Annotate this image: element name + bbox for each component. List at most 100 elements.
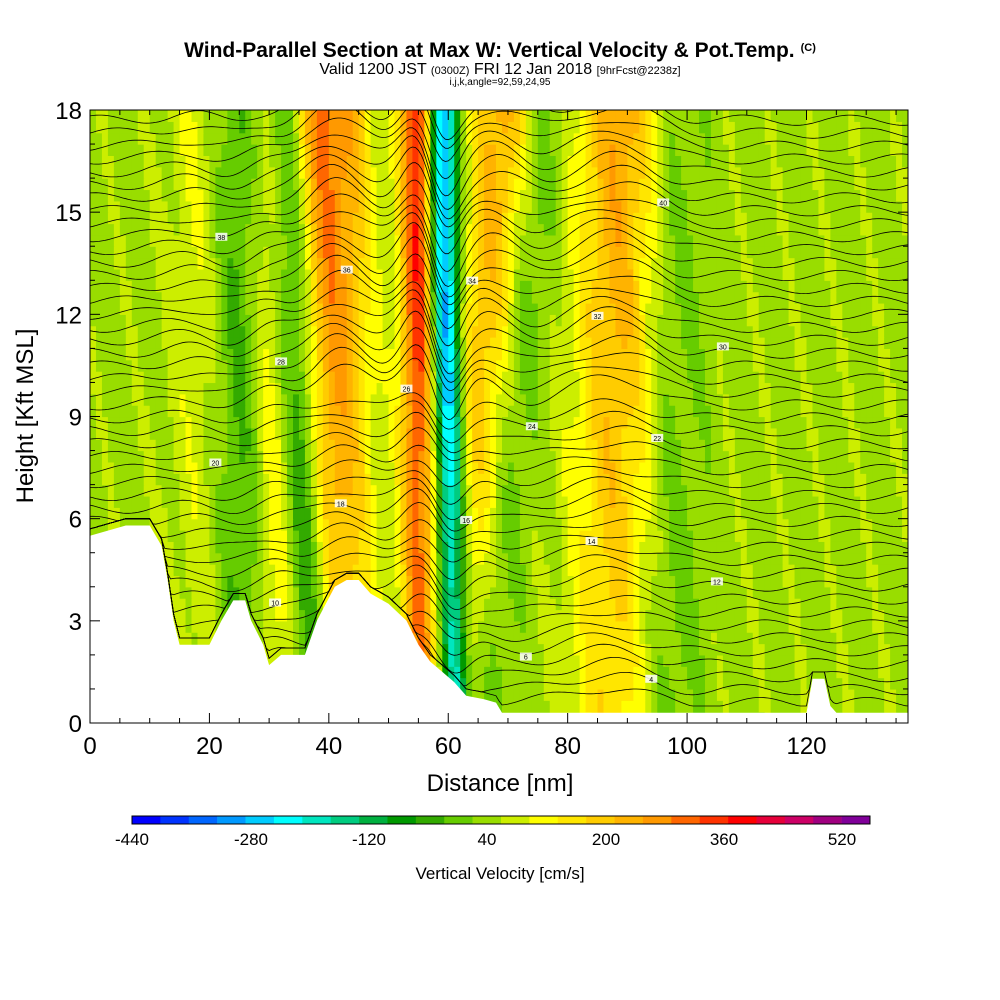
velocity-cell bbox=[842, 530, 849, 542]
velocity-cell bbox=[878, 473, 885, 486]
velocity-cell bbox=[125, 337, 133, 349]
velocity-cell bbox=[424, 586, 431, 599]
velocity-cell bbox=[334, 484, 342, 497]
velocity-cell bbox=[764, 564, 772, 577]
velocity-cell bbox=[304, 564, 312, 577]
velocity-cell bbox=[501, 427, 509, 440]
velocity-cell bbox=[412, 632, 419, 645]
velocity-cell bbox=[370, 564, 378, 577]
velocity-cell bbox=[382, 541, 390, 554]
velocity-cell bbox=[442, 620, 449, 633]
velocity-cell bbox=[663, 598, 670, 611]
velocity-cell bbox=[597, 325, 605, 338]
velocity-cell bbox=[269, 427, 276, 440]
velocity-cell bbox=[376, 439, 384, 452]
velocity-cell bbox=[149, 302, 157, 315]
velocity-cell bbox=[251, 530, 258, 542]
velocity-cell bbox=[484, 654, 491, 667]
velocity-cell bbox=[221, 439, 228, 452]
velocity-cell bbox=[496, 416, 503, 429]
velocity-cell bbox=[633, 450, 640, 463]
velocity-cell bbox=[812, 552, 820, 565]
velocity-cell bbox=[627, 325, 634, 338]
velocity-cell bbox=[328, 495, 336, 508]
velocity-cell bbox=[173, 348, 181, 361]
velocity-cell bbox=[418, 461, 425, 474]
velocity-cell bbox=[639, 518, 646, 531]
velocity-cell bbox=[394, 393, 402, 406]
velocity-cell bbox=[752, 530, 760, 542]
velocity-cell bbox=[197, 473, 205, 486]
velocity-cell bbox=[496, 461, 503, 474]
velocity-cell bbox=[472, 530, 479, 542]
velocity-cell bbox=[890, 518, 897, 531]
velocity-cell bbox=[902, 461, 908, 474]
velocity-cell bbox=[227, 314, 234, 327]
velocity-cell bbox=[549, 609, 557, 622]
velocity-cell bbox=[394, 507, 402, 520]
velocity-cell bbox=[645, 314, 652, 327]
velocity-cell bbox=[346, 325, 354, 338]
velocity-cell bbox=[340, 325, 348, 338]
velocity-cell bbox=[866, 382, 873, 395]
velocity-cell bbox=[573, 325, 581, 338]
velocity-cell bbox=[722, 325, 730, 338]
velocity-cell bbox=[878, 461, 885, 474]
velocity-cell bbox=[334, 575, 342, 588]
velocity-cell bbox=[394, 416, 402, 429]
velocity-cell bbox=[167, 314, 175, 327]
velocity-cell bbox=[710, 484, 718, 497]
velocity-cell bbox=[567, 359, 575, 372]
velocity-cell bbox=[728, 371, 736, 384]
velocity-cell bbox=[376, 416, 384, 429]
velocity-cell bbox=[454, 359, 461, 372]
velocity-cell bbox=[316, 416, 324, 429]
velocity-cell bbox=[281, 439, 288, 452]
velocity-cell bbox=[328, 541, 336, 554]
velocity-cell bbox=[681, 348, 688, 361]
velocity-cell bbox=[490, 439, 497, 452]
velocity-cell bbox=[567, 620, 575, 633]
velocity-cell bbox=[185, 518, 193, 531]
velocity-cell bbox=[107, 302, 115, 315]
velocity-cell bbox=[310, 473, 318, 486]
velocity-cell bbox=[137, 518, 145, 531]
velocity-cell bbox=[902, 371, 908, 384]
velocity-cell bbox=[824, 484, 831, 497]
velocity-cell bbox=[310, 484, 318, 497]
velocity-cell bbox=[806, 654, 814, 667]
velocity-cell bbox=[884, 586, 891, 599]
velocity-cell bbox=[388, 598, 396, 611]
velocity-cell bbox=[263, 393, 270, 406]
velocity-cell bbox=[806, 518, 814, 531]
velocity-cell bbox=[119, 461, 127, 474]
velocity-cell bbox=[902, 700, 908, 713]
velocity-cell bbox=[478, 666, 485, 679]
velocity-cell bbox=[125, 393, 133, 406]
velocity-cell bbox=[316, 575, 324, 588]
velocity-cell bbox=[860, 575, 867, 588]
velocity-cell bbox=[131, 484, 139, 497]
velocity-cell bbox=[466, 530, 473, 542]
velocity-cell bbox=[621, 530, 628, 542]
velocity-cell bbox=[513, 427, 521, 440]
velocity-cell bbox=[466, 427, 473, 440]
velocity-cell bbox=[173, 518, 181, 531]
velocity-cell bbox=[370, 393, 378, 406]
velocity-cell bbox=[836, 325, 843, 338]
velocity-cell bbox=[579, 586, 587, 599]
velocity-cell bbox=[896, 575, 903, 588]
velocity-cell bbox=[585, 382, 593, 395]
velocity-cell bbox=[185, 314, 193, 327]
velocity-cell bbox=[418, 620, 425, 633]
velocity-cell bbox=[842, 643, 849, 656]
velocity-cell bbox=[215, 325, 222, 338]
velocity-cell bbox=[472, 688, 479, 701]
velocity-cell bbox=[788, 632, 796, 645]
velocity-cell bbox=[675, 371, 682, 384]
velocity-cell bbox=[352, 302, 360, 315]
velocity-cell bbox=[609, 598, 617, 611]
velocity-cell bbox=[722, 700, 730, 713]
velocity-cell bbox=[239, 552, 246, 565]
velocity-cell bbox=[764, 654, 772, 667]
